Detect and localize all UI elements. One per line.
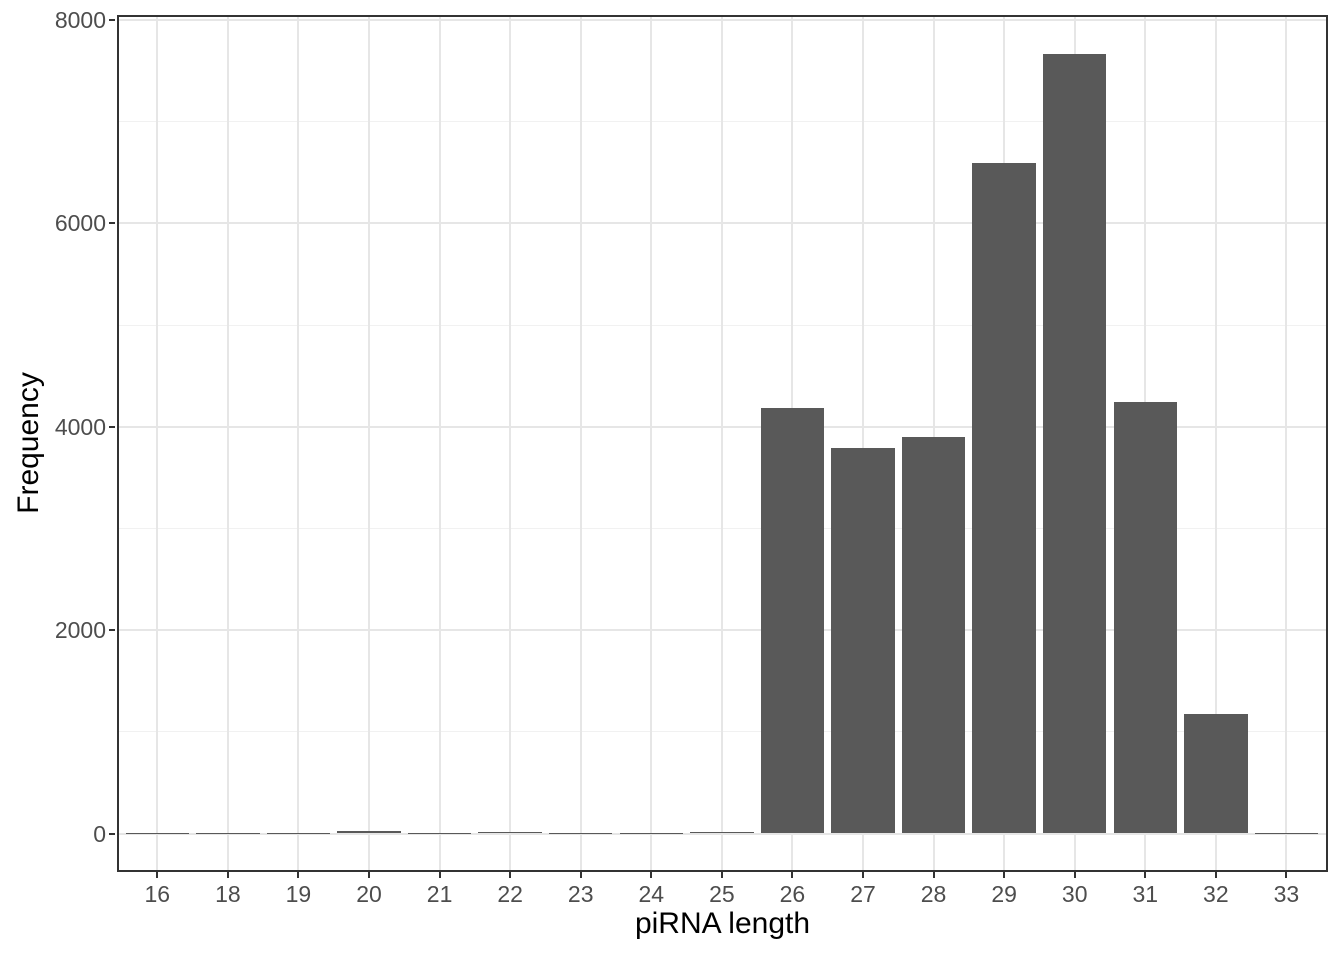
- x-axis-tick-24: [650, 872, 653, 878]
- x-axis-tick-30: [1073, 872, 1076, 878]
- gridline-vertical-27: [862, 15, 864, 872]
- y-axis-tick-6000: [109, 222, 115, 225]
- x-axis-tick-28: [932, 872, 935, 878]
- gridline-vertical-22: [509, 15, 512, 872]
- y-axis-tick-label-8000: 8000: [54, 7, 106, 34]
- gridline-vertical-20: [368, 15, 370, 872]
- gridline-vertical-23: [579, 15, 582, 872]
- x-axis-tick-label-25: 25: [709, 881, 735, 907]
- gridline-vertical-16: [156, 15, 159, 872]
- bar-31: [1113, 402, 1178, 834]
- gridline-vertical-25: [720, 15, 723, 872]
- x-axis-tick-label-20: 20: [356, 881, 382, 907]
- gridline-vertical-24: [650, 15, 653, 872]
- gridline-vertical-21: [438, 15, 441, 872]
- x-axis-tick-27: [862, 872, 864, 878]
- y-axis-tick-label-4000: 4000: [54, 413, 106, 440]
- bar-25: [690, 831, 754, 834]
- bar-30: [1042, 53, 1107, 834]
- x-axis-tick-label-32: 32: [1203, 881, 1229, 907]
- x-axis-tick-label-24: 24: [638, 881, 665, 907]
- x-axis-tick-26: [791, 872, 794, 878]
- x-axis-tick-label-19: 19: [285, 881, 312, 907]
- y-axis-tick-label-6000: 6000: [54, 210, 106, 237]
- x-axis-tick-16: [156, 872, 159, 878]
- x-axis-tick-label-28: 28: [920, 881, 947, 907]
- x-axis-tick-label-21: 21: [426, 881, 453, 907]
- x-axis-tick-label-18: 18: [215, 881, 241, 907]
- x-axis-tick-29: [1003, 872, 1006, 878]
- x-axis-tick-18: [226, 872, 229, 878]
- y-axis-tick-0: [109, 832, 115, 835]
- x-axis-tick-label-26: 26: [779, 881, 806, 907]
- x-axis-tick-20: [368, 872, 370, 878]
- gridline-vertical-33: [1285, 15, 1288, 872]
- x-axis-tick-label-30: 30: [1061, 881, 1088, 907]
- y-axis-title: Frequency: [12, 372, 45, 514]
- x-axis-tick-21: [438, 872, 441, 878]
- bar-27: [831, 448, 895, 834]
- bar-29: [972, 163, 1036, 834]
- x-axis-tick-31: [1144, 872, 1147, 878]
- x-axis-tick-label-29: 29: [991, 881, 1017, 907]
- y-axis-tick-4000: [109, 425, 115, 428]
- y-axis-tick-label-2000: 2000: [54, 617, 106, 644]
- bar-26: [760, 408, 825, 834]
- gridline-vertical-19: [297, 15, 300, 872]
- x-axis-tick-label-33: 33: [1273, 881, 1300, 907]
- x-axis-tick-32: [1214, 872, 1217, 878]
- x-axis-tick-25: [720, 872, 723, 878]
- bar-32: [1184, 713, 1248, 834]
- bar-20: [337, 831, 401, 834]
- x-axis-tick-label-27: 27: [850, 881, 876, 907]
- y-axis-tick-2000: [109, 629, 115, 632]
- bar-22: [478, 831, 542, 834]
- x-axis-tick-33: [1285, 872, 1288, 878]
- x-axis-tick-label-16: 16: [144, 881, 171, 907]
- x-axis-tick-19: [297, 872, 300, 878]
- x-axis-tick-label-31: 31: [1132, 881, 1159, 907]
- y-axis-tick-8000: [109, 19, 115, 22]
- plot-panel: [117, 15, 1328, 872]
- x-axis-tick-label-23: 23: [567, 881, 594, 907]
- x-axis-tick-label-22: 22: [497, 881, 523, 907]
- y-axis-tick-label-0: 0: [93, 820, 106, 847]
- gridline-vertical-32: [1214, 15, 1217, 872]
- gridline-vertical-18: [226, 15, 229, 872]
- x-axis-tick-22: [509, 872, 512, 878]
- x-axis-tick-23: [579, 872, 582, 878]
- bar-28: [901, 436, 966, 834]
- x-axis-title: piRNA length: [634, 907, 811, 940]
